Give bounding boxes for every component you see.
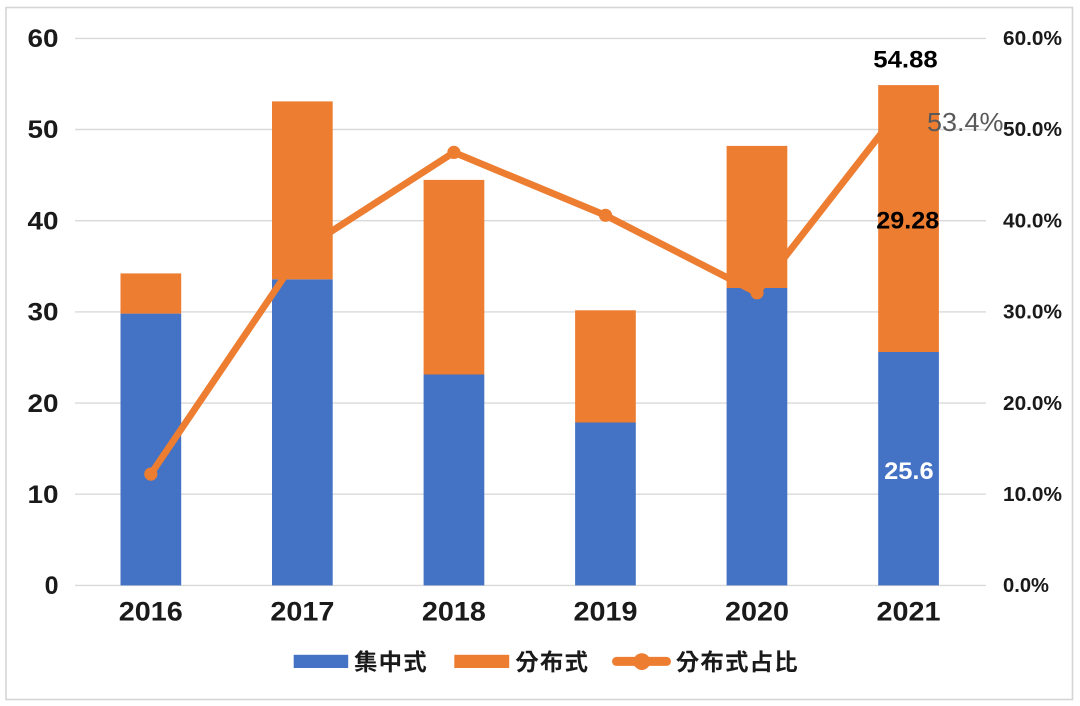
- svg-text:29.28: 29.28: [876, 208, 939, 235]
- svg-text:60: 60: [28, 25, 59, 53]
- svg-text:20.0%: 20.0%: [1003, 393, 1062, 415]
- svg-text:2018: 2018: [422, 597, 486, 627]
- svg-text:54.88: 54.88: [873, 47, 938, 74]
- svg-text:2019: 2019: [574, 597, 638, 627]
- svg-text:2020: 2020: [725, 597, 789, 627]
- svg-text:25.6: 25.6: [884, 458, 934, 485]
- svg-text:20: 20: [28, 390, 59, 418]
- svg-text:0.0%: 0.0%: [1003, 575, 1049, 597]
- svg-text:30.0%: 30.0%: [1003, 302, 1062, 324]
- svg-text:30: 30: [28, 299, 59, 327]
- svg-text:2021: 2021: [877, 597, 941, 627]
- svg-text:40: 40: [28, 207, 59, 235]
- svg-text:60.0%: 60.0%: [1003, 28, 1062, 50]
- svg-text:2017: 2017: [270, 597, 334, 627]
- svg-text:10: 10: [28, 481, 59, 509]
- svg-text:10.0%: 10.0%: [1003, 484, 1062, 506]
- svg-text:50: 50: [28, 116, 59, 144]
- svg-text:50.0%: 50.0%: [1003, 119, 1062, 141]
- svg-text:2016: 2016: [119, 597, 183, 627]
- svg-text:0: 0: [45, 572, 59, 600]
- svg-text:40.0%: 40.0%: [1003, 210, 1062, 232]
- svg-text:53.4%: 53.4%: [927, 107, 1004, 137]
